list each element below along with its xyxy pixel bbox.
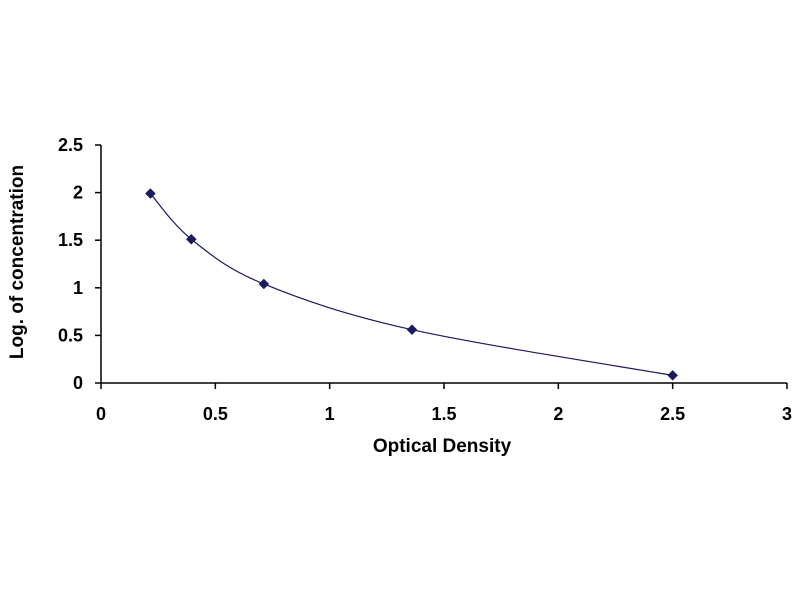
x-tick-label: 0 (96, 404, 106, 424)
tick-labels: 0 0.5 1 1.5 2 2.5 3 0 0.5 1 1.5 2 2.5 (58, 135, 792, 424)
y-axis-title: Log. of concentration (7, 165, 28, 359)
x-tick-label: 0.5 (203, 404, 228, 424)
x-tick-label: 1.5 (431, 404, 456, 424)
data-point-4 (667, 370, 679, 381)
y-tick-label: 1 (73, 278, 83, 298)
y-tick-label: 0.5 (58, 325, 83, 345)
y-tick-label: 2.5 (58, 135, 83, 155)
x-tick-label: 1 (325, 404, 335, 424)
x-axis-title: Optical Density (373, 436, 512, 457)
data-point-0 (145, 188, 156, 199)
data-point-1 (185, 233, 197, 245)
x-tick-label: 2 (553, 404, 563, 424)
data-point-2 (258, 278, 270, 290)
y-tick-label: 0 (73, 373, 83, 393)
y-tick-label: 2 (73, 183, 83, 203)
data-point-3 (406, 324, 418, 336)
axes (100, 145, 787, 384)
data-points (145, 188, 679, 381)
x-tick-label: 3 (782, 404, 792, 424)
trend-curve (149, 193, 673, 376)
tick-marks (95, 144, 788, 389)
y-tick-label: 1.5 (58, 230, 83, 250)
x-tick-label: 2.5 (660, 404, 685, 424)
